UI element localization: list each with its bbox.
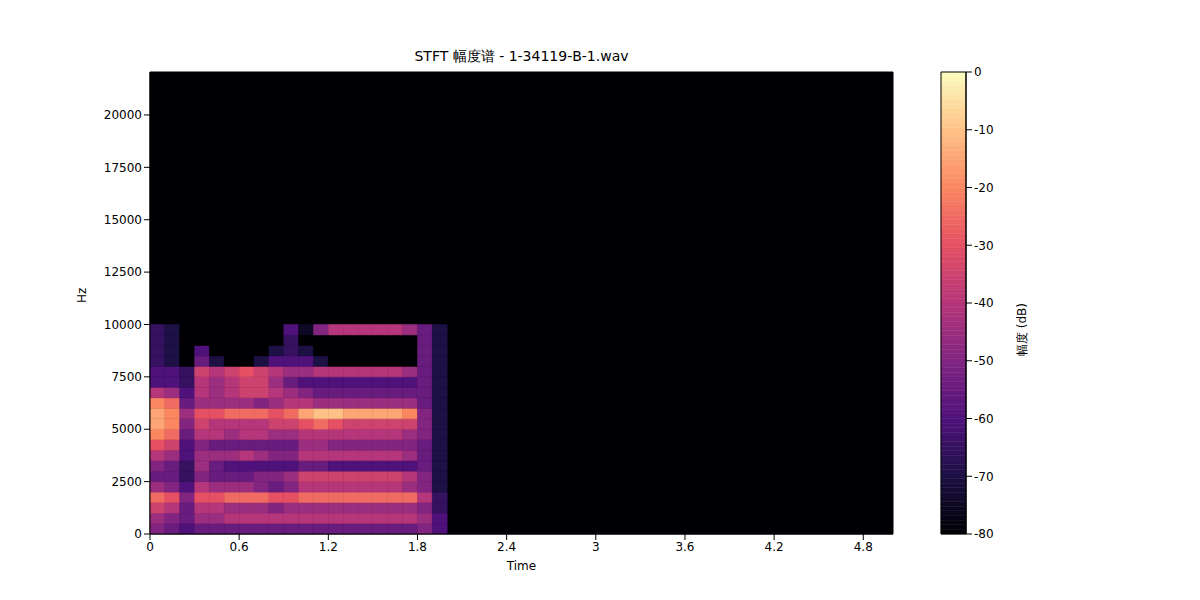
svg-text:0: 0	[146, 540, 154, 554]
svg-text:2.4: 2.4	[497, 540, 516, 554]
svg-text:1.2: 1.2	[319, 540, 338, 554]
svg-text:15000: 15000	[104, 213, 142, 227]
svg-text:-60: -60	[974, 412, 994, 426]
svg-text:2500: 2500	[111, 475, 142, 489]
svg-text:0: 0	[134, 527, 142, 541]
svg-text:-30: -30	[974, 239, 994, 253]
svg-text:5000: 5000	[111, 422, 142, 436]
svg-text:-70: -70	[974, 470, 994, 484]
svg-text:17500: 17500	[104, 161, 142, 175]
svg-text:4.8: 4.8	[854, 540, 873, 554]
svg-text:4.2: 4.2	[765, 540, 784, 554]
svg-text:-50: -50	[974, 354, 994, 368]
svg-text:1.8: 1.8	[408, 540, 427, 554]
svg-text:3: 3	[592, 540, 600, 554]
svg-text:-10: -10	[974, 123, 994, 137]
svg-text:幅度 (dB): 幅度 (dB)	[1015, 303, 1029, 356]
svg-text:0.6: 0.6	[230, 540, 249, 554]
svg-text:7500: 7500	[111, 370, 142, 384]
svg-text:-20: -20	[974, 181, 994, 195]
svg-text:Time: Time	[506, 559, 536, 573]
svg-text:10000: 10000	[104, 318, 142, 332]
svg-text:12500: 12500	[104, 265, 142, 279]
svg-text:-80: -80	[974, 527, 994, 541]
svg-text:0: 0	[974, 65, 982, 79]
svg-text:3.6: 3.6	[675, 540, 694, 554]
svg-text:20000: 20000	[104, 108, 142, 122]
svg-text:-40: -40	[974, 296, 994, 310]
svg-text:Hz: Hz	[75, 288, 89, 303]
html-text:STFT 幅度谱 - 1-34119-B-1.wav: STFT 幅度谱 - 1-34119-B-1.wav	[414, 48, 629, 64]
